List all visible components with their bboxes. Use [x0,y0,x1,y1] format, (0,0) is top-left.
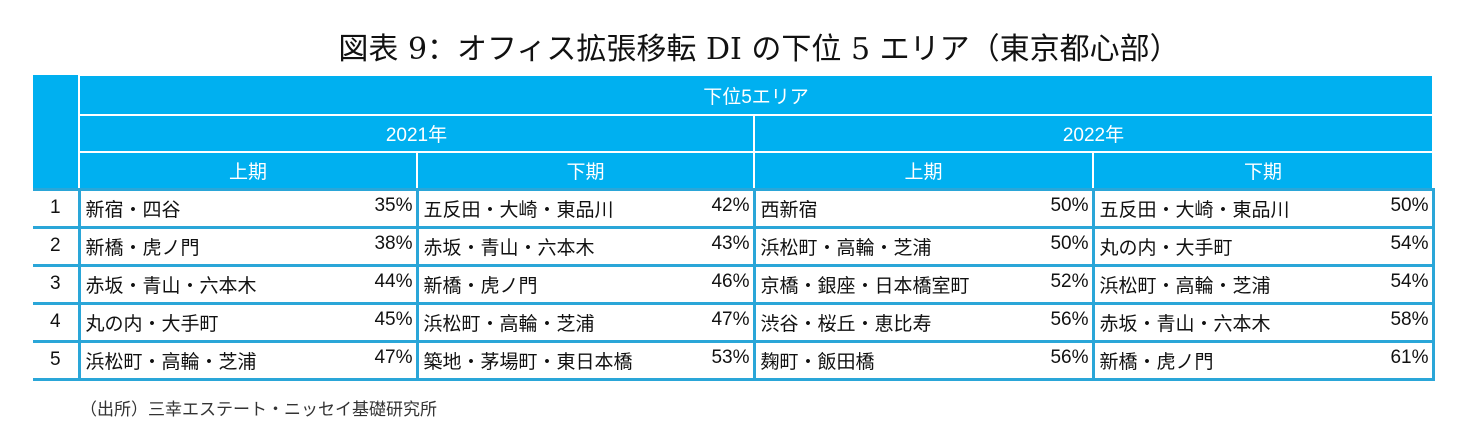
rank-header [33,75,79,189]
rank-number: 4 [33,301,81,343]
rank-number: 3 [33,263,81,305]
di-value: 42% [711,194,750,216]
area-cell: 赤坂・青山・六本木 58% [1091,301,1435,343]
area-cell: 浜松町・高輪・芝浦 47% [415,301,756,343]
header-half: 上期 [78,151,418,190]
header-half: 下期 [416,151,755,190]
header-half: 上期 [753,151,1094,190]
di-value: 54% [1390,232,1429,254]
area-name: 新宿・四谷 [85,199,181,221]
area-cell: 京橋・銀座・日本橋室町 52% [752,263,1095,305]
di-value: 38% [374,232,413,254]
di-value: 43% [711,232,750,254]
header-year-2022: 2022年 [752,114,1435,153]
area-cell: 浜松町・高輪・芝浦 50% [752,225,1095,267]
area-cell: 赤坂・青山・六本木 44% [77,263,419,305]
area-name: 渋谷・桜丘・恵比寿 [760,313,932,335]
figure-title: 図表 9：オフィス拡張移転 DI の下位 5 エリア（東京都心部） [338,32,1180,67]
di-value: 61% [1390,346,1429,368]
ranking-table: 下位5エリア 2021年 2022年 上期 下期 上期 下期 1 新宿・四谷 35% 五… [33,74,1435,381]
table-row: 5 浜松町・高輪・芝浦 47% 築地・茅場町・東日本橋 53% 麹町・飯田橋 56% 新橋・虎… [33,339,1435,381]
area-name: 麹町・飯田橋 [760,351,875,373]
area-cell: 浜松町・高輪・芝浦 47% [77,339,419,381]
rank-number: 5 [33,339,81,381]
area-name: 浜松町・高輪・芝浦 [1099,275,1271,297]
area-cell: 西新宿 50% [752,187,1095,229]
area-name: 五反田・大崎・東品川 [423,199,614,221]
area-cell: 丸の内・大手町 54% [1091,225,1435,267]
di-value: 46% [711,270,750,292]
di-value: 56% [1050,308,1089,330]
header-year-2021: 2021年 [78,114,755,153]
area-cell: 新宿・四谷 35% [77,187,419,229]
area-name: 丸の内・大手町 [85,313,219,335]
area-name: 築地・茅場町・東日本橋 [423,351,633,373]
di-value: 47% [711,308,750,330]
di-value: 50% [1390,194,1429,216]
area-cell: 渋谷・桜丘・恵比寿 56% [752,301,1095,343]
rank-number: 2 [33,225,81,267]
area-cell: 浜松町・高輪・芝浦 54% [1091,263,1435,305]
area-cell: 新橋・虎ノ門 38% [77,225,419,267]
di-value: 35% [374,194,413,216]
area-cell: 新橋・虎ノ門 61% [1091,339,1435,381]
table-row: 1 新宿・四谷 35% 五反田・大崎・東品川 42% 西新宿 50% 五反田・大崎・東品川 50… [33,187,1435,229]
area-cell: 麹町・飯田橋 56% [752,339,1095,381]
area-name: 五反田・大崎・東品川 [1099,199,1290,221]
area-name: 赤坂・青山・六本木 [423,237,595,259]
di-value: 44% [374,270,413,292]
area-name: 浜松町・高輪・芝浦 [423,313,595,335]
area-cell: 築地・茅場町・東日本橋 53% [415,339,756,381]
header-half: 下期 [1091,151,1435,190]
di-value: 52% [1050,270,1089,292]
area-cell: 新橋・虎ノ門 46% [415,263,756,305]
di-value: 54% [1390,270,1429,292]
area-cell: 赤坂・青山・六本木 43% [415,225,756,267]
rank-number: 1 [33,187,81,229]
area-name: 新橋・虎ノ門 [423,275,538,297]
di-value: 53% [711,346,750,368]
di-value: 56% [1050,346,1089,368]
area-name: 赤坂・青山・六本木 [85,275,257,297]
area-cell: 丸の内・大手町 45% [77,301,419,343]
di-value: 50% [1050,232,1089,254]
table-row: 4 丸の内・大手町 45% 浜松町・高輪・芝浦 47% 渋谷・桜丘・恵比寿 56% 赤坂・青山… [33,301,1435,343]
area-cell: 五反田・大崎・東品川 42% [415,187,756,229]
area-name: 赤坂・青山・六本木 [1099,313,1271,335]
area-name: 浜松町・高輪・芝浦 [85,351,257,373]
area-name: 新橋・虎ノ門 [1099,351,1214,373]
area-name: 浜松町・高輪・芝浦 [760,237,932,259]
di-value: 50% [1050,194,1089,216]
di-value: 45% [374,308,413,330]
area-name: 新橋・虎ノ門 [85,237,200,259]
area-name: 京橋・銀座・日本橋室町 [760,275,970,297]
table-row: 3 赤坂・青山・六本木 44% 新橋・虎ノ門 46% 京橋・銀座・日本橋室町 52% 浜松町・… [33,263,1435,305]
table-row: 2 新橋・虎ノ門 38% 赤坂・青山・六本木 43% 浜松町・高輪・芝浦 50% 丸の内・大手… [33,225,1435,267]
di-value: 58% [1390,308,1429,330]
source-note: （出所）三幸エステート・ニッセイ基礎研究所 [80,400,437,419]
header-top: 下位5エリア [77,74,1435,116]
area-cell: 五反田・大崎・東品川 50% [1091,187,1435,229]
area-name: 西新宿 [760,199,818,221]
area-name: 丸の内・大手町 [1099,237,1233,259]
di-value: 47% [374,346,413,368]
